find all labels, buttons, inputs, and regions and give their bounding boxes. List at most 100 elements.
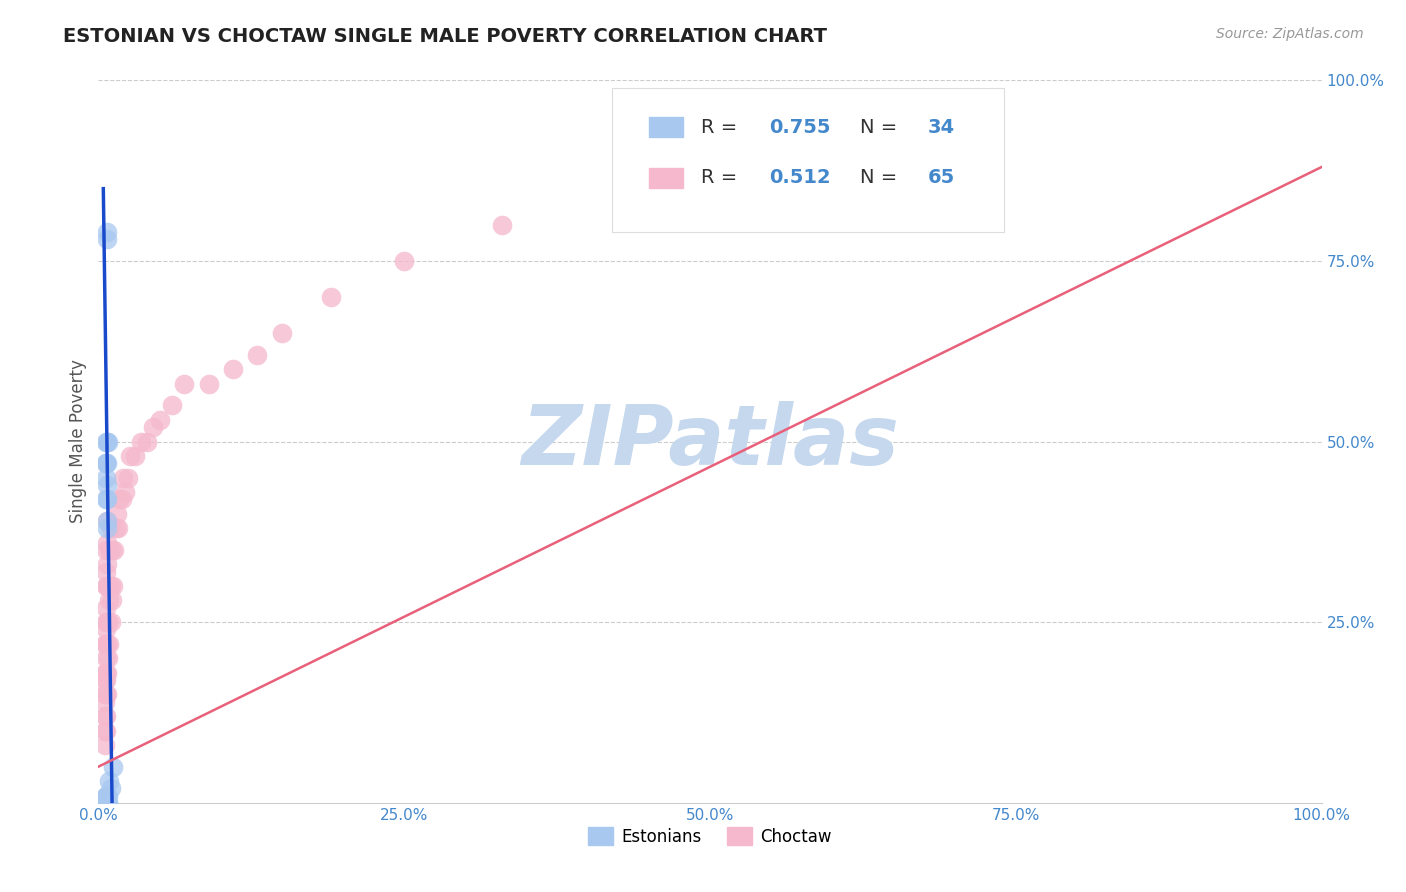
Point xyxy=(111,470,134,484)
Point xyxy=(96,535,118,549)
FancyBboxPatch shape xyxy=(612,87,1004,232)
Point xyxy=(101,542,124,557)
Point xyxy=(97,615,120,630)
Point xyxy=(94,673,117,687)
Point xyxy=(94,789,117,803)
Point xyxy=(94,651,117,665)
Point xyxy=(100,615,122,630)
Point xyxy=(96,514,118,528)
Point xyxy=(94,709,117,723)
Text: Source: ZipAtlas.com: Source: ZipAtlas.com xyxy=(1216,27,1364,41)
Point xyxy=(96,514,118,528)
Point xyxy=(96,637,118,651)
Point xyxy=(104,521,127,535)
Point xyxy=(117,470,139,484)
Point xyxy=(101,593,124,607)
Text: 34: 34 xyxy=(928,118,955,136)
Point xyxy=(93,637,115,651)
Point xyxy=(94,434,117,449)
Point xyxy=(94,456,117,470)
Point xyxy=(93,738,115,752)
Point xyxy=(94,796,117,810)
Point xyxy=(222,362,245,376)
Point xyxy=(96,796,118,810)
Text: R =: R = xyxy=(702,118,744,136)
Point xyxy=(94,665,117,680)
FancyBboxPatch shape xyxy=(648,168,683,188)
Point xyxy=(94,796,117,810)
Point xyxy=(111,492,134,507)
Point xyxy=(94,542,117,557)
Point xyxy=(97,796,120,810)
Point xyxy=(93,723,115,738)
Point xyxy=(94,456,117,470)
Point xyxy=(94,579,117,593)
Point xyxy=(94,615,117,630)
Point xyxy=(94,796,117,810)
Text: R =: R = xyxy=(702,169,744,187)
Point xyxy=(100,579,122,593)
Point xyxy=(94,565,117,579)
Point xyxy=(149,413,172,427)
Point xyxy=(96,225,118,239)
Point xyxy=(96,521,118,535)
Point xyxy=(101,579,124,593)
Point xyxy=(96,456,118,470)
Point xyxy=(97,651,120,665)
Point xyxy=(94,623,117,637)
Point xyxy=(114,485,136,500)
Point xyxy=(94,723,117,738)
Text: ESTONIAN VS CHOCTAW SINGLE MALE POVERTY CORRELATION CHART: ESTONIAN VS CHOCTAW SINGLE MALE POVERTY … xyxy=(63,27,827,45)
Point xyxy=(96,796,118,810)
Text: 0.512: 0.512 xyxy=(769,169,831,187)
Point xyxy=(100,521,122,535)
FancyBboxPatch shape xyxy=(648,117,683,137)
Point xyxy=(96,492,118,507)
Point xyxy=(97,434,120,449)
Text: 0.755: 0.755 xyxy=(769,118,831,136)
Point xyxy=(97,579,120,593)
Point xyxy=(96,789,118,803)
Point xyxy=(270,326,294,340)
Y-axis label: Single Male Poverty: Single Male Poverty xyxy=(69,359,87,524)
Legend: Estonians, Choctaw: Estonians, Choctaw xyxy=(582,821,838,852)
Point xyxy=(94,492,117,507)
Point xyxy=(94,600,117,615)
Point xyxy=(103,542,125,557)
Point xyxy=(98,542,121,557)
Point xyxy=(94,470,117,484)
Point xyxy=(98,593,121,607)
Point xyxy=(93,796,115,810)
Point xyxy=(491,218,513,232)
Point xyxy=(96,796,118,810)
Point xyxy=(93,796,115,810)
Text: ZIPatlas: ZIPatlas xyxy=(522,401,898,482)
Point xyxy=(108,492,131,507)
Point xyxy=(93,687,115,701)
Point xyxy=(105,507,128,521)
Point xyxy=(98,774,121,789)
Point xyxy=(96,665,118,680)
Point xyxy=(97,789,120,803)
Point xyxy=(94,687,117,701)
Point xyxy=(93,709,115,723)
Point xyxy=(98,637,121,651)
Point xyxy=(93,796,115,810)
Point xyxy=(96,434,118,449)
Point xyxy=(96,478,118,492)
Point xyxy=(160,398,183,412)
Point xyxy=(97,796,120,810)
Point xyxy=(100,781,122,796)
Point xyxy=(392,253,416,268)
Point xyxy=(96,615,118,630)
Point xyxy=(96,687,118,701)
Point xyxy=(129,434,152,449)
Point xyxy=(136,434,159,449)
Point xyxy=(96,558,118,572)
Text: N =: N = xyxy=(860,118,904,136)
Point xyxy=(120,449,142,463)
Point xyxy=(94,796,117,810)
Point xyxy=(124,449,146,463)
Point xyxy=(197,376,219,391)
Point xyxy=(319,290,342,304)
